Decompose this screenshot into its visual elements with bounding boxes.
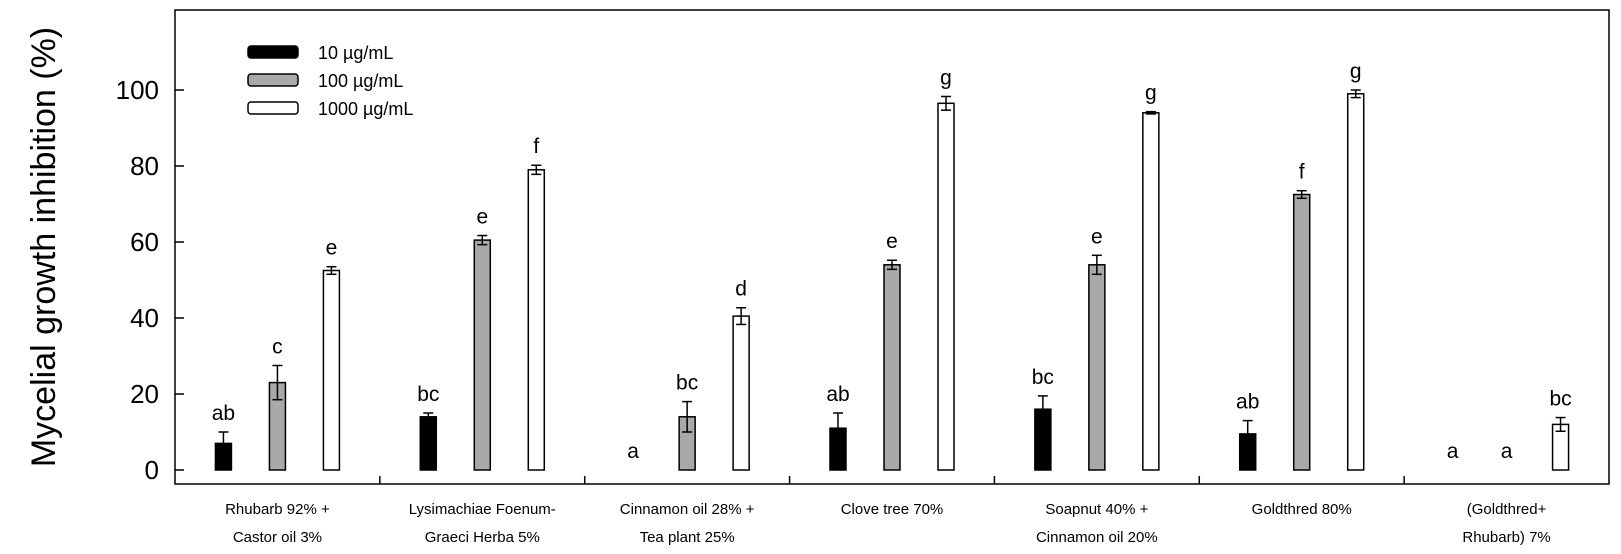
significance-letter: c [272, 336, 283, 359]
significance-letter: d [735, 278, 747, 301]
legend-label: 10 µg/mL [318, 43, 393, 63]
x-axis: Rhubarb 92% + Castor oil 3% Lysimachiae Fo… [225, 476, 1551, 546]
y-axis: 0 20 40 60 80 100 [116, 75, 184, 485]
x-category-label: Soapnut 40% + [1045, 501, 1148, 518]
significance-letter: a [627, 440, 639, 463]
bar [1292, 193, 1311, 471]
y-tick-label: 20 [130, 379, 159, 409]
bar [883, 264, 901, 471]
bar [1142, 112, 1160, 471]
legend-swatch [247, 101, 299, 115]
y-tick-label: 0 [145, 455, 159, 485]
x-category-label: Graeci Herba 5% [425, 529, 540, 546]
significance-letter: e [476, 206, 488, 229]
x-category-label: Rhubarb) 7% [1462, 529, 1550, 546]
x-category-label: Cinnamon oil 20% [1036, 529, 1158, 546]
significance-letter: e [886, 230, 898, 253]
bar [732, 315, 750, 471]
significance-letter: bc [417, 383, 439, 406]
significance-letter: bc [1032, 366, 1054, 389]
y-tick-label: 40 [130, 303, 159, 333]
x-category-label: Castor oil 3% [233, 529, 322, 546]
bar-series: ab bc a ab bc ab a c e bc e e f a e f d g g g bc [212, 60, 1572, 471]
bar [322, 269, 341, 471]
bar [1088, 264, 1106, 471]
legend-label: 100 µg/mL [318, 71, 403, 91]
significance-letter: g [1350, 60, 1362, 83]
significance-letter: bc [1549, 388, 1571, 411]
legend: 10 µg/mL 100 µg/mL 1000 µg/mL [247, 43, 413, 119]
plot-frame [174, 9, 1610, 485]
y-tick-label: 60 [130, 227, 159, 257]
x-category-label: Lysimachiae Foenum- [409, 501, 556, 518]
bar [419, 416, 438, 471]
y-tick-label: 80 [130, 151, 159, 181]
significance-letter: g [940, 66, 952, 89]
legend-label: 1000 µg/mL [318, 99, 413, 119]
significance-letter: f [1299, 161, 1305, 184]
legend-swatch [247, 73, 299, 87]
bar [527, 169, 546, 471]
x-category-label: Cinnamon oil 28% + [620, 501, 755, 518]
significance-letter: ab [1236, 391, 1259, 414]
significance-letter: e [1091, 225, 1103, 248]
x-category-label: Tea plant 25% [640, 529, 735, 546]
x-category-label: (Goldthred+ [1467, 501, 1547, 518]
y-axis-label: Mycelial growth inhibition (%) [25, 27, 63, 467]
bar [937, 102, 955, 471]
significance-letter: e [326, 237, 338, 260]
significance-letter: f [533, 135, 539, 158]
x-category-label: Clove tree 70% [841, 501, 944, 518]
significance-letter: a [1447, 440, 1459, 463]
x-category-label: Goldthred 80% [1252, 501, 1352, 518]
y-tick-label: 100 [116, 75, 159, 105]
significance-letter: g [1145, 82, 1157, 105]
significance-letter: ab [826, 383, 849, 406]
significance-letter: a [1501, 440, 1513, 463]
x-category-label: Rhubarb 92% + [225, 501, 330, 518]
bar [1346, 93, 1365, 471]
bar [473, 239, 492, 471]
significance-letter: bc [676, 372, 698, 395]
legend-swatch [247, 45, 299, 59]
significance-letter: ab [212, 402, 235, 425]
